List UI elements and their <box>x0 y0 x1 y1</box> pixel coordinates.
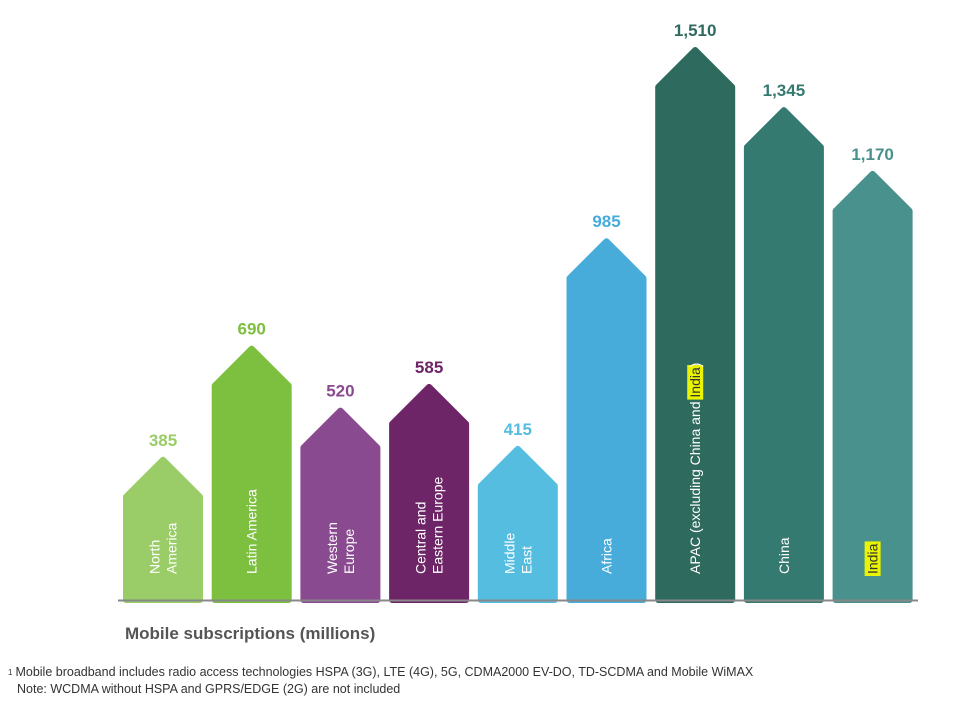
category-label-1: North America <box>147 522 180 574</box>
footnote: 1 Mobile broadband includes radio access … <box>8 664 753 698</box>
value-label-3: 520 <box>326 382 354 401</box>
value-label-2: 690 <box>238 320 266 339</box>
category-label-8: China <box>776 537 792 574</box>
highlight-mark <box>864 541 881 576</box>
value-label-6: 985 <box>592 212 620 231</box>
svg-text:India: India <box>865 543 881 574</box>
footnote-line-1: 1 Mobile broadband includes radio access … <box>8 664 753 681</box>
value-label-7: 1,510 <box>674 21 717 40</box>
svg-text:Africa: Africa <box>599 538 615 574</box>
svg-text:Western: Western <box>324 522 340 574</box>
footnote-marker: 1 <box>8 668 13 677</box>
svg-text:Europe: Europe <box>341 529 357 574</box>
svg-text:America: America <box>164 522 180 574</box>
footnote-line-2: Note: WCDMA without HSPA and GPRS/EDGE (… <box>17 682 401 696</box>
footnote-text: Mobile broadband includes radio access t… <box>15 665 754 679</box>
category-label-5: Middle East <box>501 533 534 574</box>
svg-text:East: East <box>518 546 534 574</box>
bar-8 <box>743 107 824 603</box>
category-label-9: India <box>864 541 881 576</box>
value-label-4: 585 <box>415 358 443 377</box>
value-label-9: 1,170 <box>851 145 894 164</box>
svg-text:Latin America: Latin America <box>244 489 260 574</box>
svg-text:Middle: Middle <box>501 533 517 574</box>
svg-text:Central and: Central and <box>413 502 429 574</box>
category-label-4: Central and Eastern Europe <box>413 477 446 574</box>
svg-text:Eastern Europe: Eastern Europe <box>430 477 446 574</box>
svg-text:APAC (excluding China and Indi: APAC (excluding China and India) <box>687 363 703 574</box>
value-label-5: 415 <box>504 420 532 439</box>
svg-text:China: China <box>776 537 792 574</box>
category-label-6: Africa <box>599 538 615 574</box>
svg-text:North: North <box>147 540 163 574</box>
bar-5 <box>477 445 558 603</box>
category-label-3: Western Europe <box>324 522 357 574</box>
value-label-8: 1,345 <box>763 81 806 100</box>
bar-9 <box>832 170 913 603</box>
category-label-7: APAC (excluding China and India) <box>687 363 704 574</box>
value-label-1: 385 <box>149 431 177 450</box>
category-label-2: Latin America <box>244 489 260 574</box>
highlight-mark <box>687 365 704 400</box>
x-axis-title: Mobile subscriptions (millions) <box>125 624 376 643</box>
